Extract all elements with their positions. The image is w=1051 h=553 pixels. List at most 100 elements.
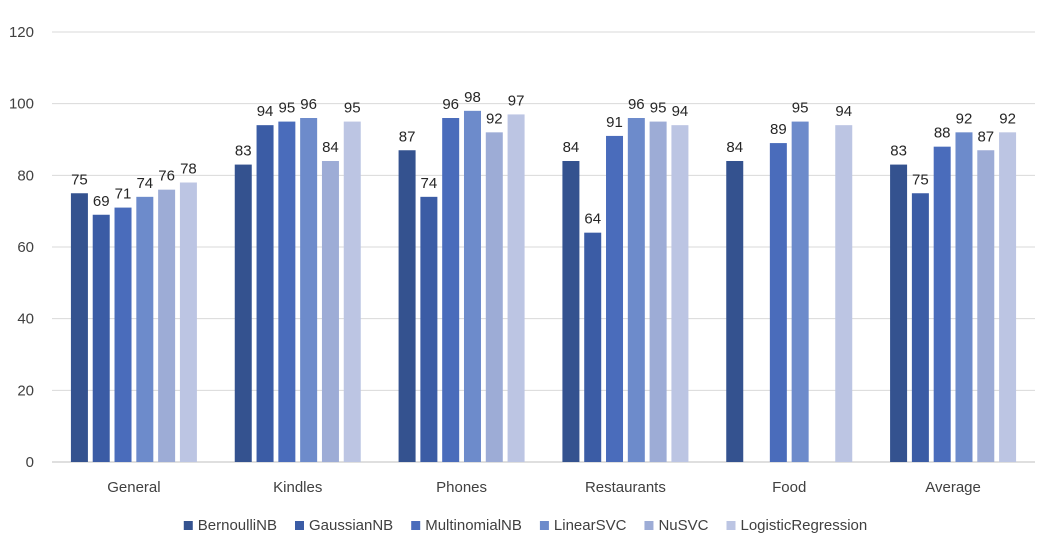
data-label: 95 — [344, 100, 361, 117]
legend-item: NuSVC — [644, 517, 709, 534]
legend-swatch — [411, 521, 421, 530]
data-label: 88 — [934, 125, 951, 142]
bar-multinomialnb-restaurants — [606, 135, 624, 462]
bar-logisticregression-average — [999, 132, 1017, 463]
x-tick-label: Food — [772, 479, 806, 496]
bar-logisticregression-kindles — [343, 121, 361, 462]
legend-label: GaussianNB — [309, 517, 393, 534]
legend-label: MultinomialNB — [425, 517, 522, 534]
x-tick-label: Restaurants — [585, 479, 666, 496]
legend-label: LogisticRegression — [740, 517, 867, 534]
bar-linearsvc-phones — [463, 110, 481, 462]
legend-swatch — [539, 521, 549, 530]
bar-nusvc-phones — [485, 132, 503, 463]
bar-gaussiannb-phones — [420, 196, 438, 463]
bar-linearsvc-general — [136, 196, 154, 463]
y-axis-tick-labels: 0 20 40 60 80 100 120 — [9, 24, 34, 471]
bar-linearsvc-average — [955, 132, 973, 463]
bar-multinomialnb-food — [769, 143, 787, 463]
bar-nusvc-average — [977, 150, 995, 462]
legend-item: GaussianNB — [294, 517, 393, 534]
bar-bernoullinb-phones — [398, 150, 416, 462]
legend-label: LinearSVC — [554, 517, 627, 534]
data-label: 64 — [584, 211, 601, 228]
y-tick-label: 120 — [9, 24, 34, 41]
legend-item: MultinomialNB — [411, 517, 522, 534]
y-tick-label: 40 — [17, 311, 34, 328]
bar-gaussiannb-restaurants — [584, 232, 602, 462]
data-label: 87 — [399, 128, 416, 145]
data-label: 84 — [322, 139, 339, 156]
bar-linearsvc-food — [791, 121, 809, 462]
y-tick-label: 60 — [17, 239, 34, 256]
legend-swatch — [294, 521, 304, 530]
x-tick-label: Average — [925, 479, 981, 496]
data-label: 92 — [486, 110, 503, 127]
y-tick-label: 20 — [17, 382, 34, 399]
legend-item: LinearSVC — [539, 517, 627, 534]
data-label: 95 — [650, 100, 667, 117]
bar-logisticregression-food — [835, 125, 853, 463]
bar-multinomialnb-general — [114, 207, 132, 462]
bar-gaussiannb-general — [92, 214, 110, 462]
bar-nusvc-kindles — [321, 161, 339, 462]
y-tick-label: 100 — [9, 96, 34, 113]
data-label: 84 — [563, 139, 580, 156]
data-label: 75 — [71, 171, 88, 188]
bar-bernoullinb-general — [70, 193, 88, 462]
gridlines — [52, 31, 1035, 463]
data-label: 83 — [890, 143, 907, 160]
data-label: 78 — [180, 161, 197, 178]
bar-linearsvc-kindles — [300, 118, 318, 462]
bar-gaussiannb-average — [911, 193, 929, 462]
x-tick-label: General — [107, 479, 160, 496]
data-label: 83 — [235, 143, 252, 160]
bar-bernoullinb-restaurants — [562, 161, 580, 462]
data-label: 96 — [300, 96, 317, 113]
data-label: 96 — [442, 96, 459, 113]
data-label: 92 — [956, 110, 973, 127]
data-label: 94 — [257, 103, 274, 120]
data-label: 87 — [977, 128, 994, 145]
data-label: 76 — [158, 168, 175, 185]
legend: BernoulliNB GaussianNB MultinomialNB Linear… — [183, 517, 867, 534]
bar-logisticregression-restaurants — [671, 125, 689, 463]
data-label: 94 — [835, 103, 852, 120]
data-label: 75 — [912, 171, 929, 188]
y-tick-label: 80 — [17, 167, 34, 184]
legend-label: BernoulliNB — [198, 517, 277, 534]
data-label: 74 — [421, 175, 438, 192]
bars — [70, 110, 1017, 463]
data-label: 84 — [726, 139, 743, 156]
data-label: 89 — [770, 121, 787, 138]
bar-logisticregression-general — [179, 182, 197, 462]
legend-label: NuSVC — [658, 517, 708, 534]
bar-linearsvc-restaurants — [627, 118, 645, 462]
legend-swatch — [183, 521, 193, 530]
legend-item: LogisticRegression — [726, 517, 867, 534]
bar-bernoullinb-average — [890, 164, 908, 463]
data-label: 71 — [115, 186, 132, 203]
data-label: 69 — [93, 193, 110, 210]
bar-gaussiannb-kindles — [256, 125, 274, 463]
data-label: 91 — [606, 114, 623, 131]
y-tick-label: 0 — [26, 454, 34, 471]
data-label: 96 — [628, 96, 645, 113]
bar-multinomialnb-phones — [442, 118, 460, 462]
bar-bernoullinb-kindles — [234, 164, 252, 463]
legend-item: BernoulliNB — [183, 517, 277, 534]
bar-bernoullinb-food — [726, 161, 744, 462]
bar-multinomialnb-average — [933, 146, 951, 462]
x-tick-label: Kindles — [273, 479, 322, 496]
data-label: 94 — [672, 103, 689, 120]
x-axis-tick-labels: General Kindles Phones Restaurants Food Avera… — [107, 479, 981, 496]
bar-nusvc-general — [158, 189, 176, 462]
bar-nusvc-restaurants — [649, 121, 667, 462]
data-label: 95 — [792, 100, 809, 117]
data-label: 74 — [136, 175, 153, 192]
data-label: 97 — [508, 92, 525, 109]
bar-logisticregression-phones — [507, 114, 525, 463]
legend-swatch — [726, 521, 736, 530]
data-label: 95 — [279, 100, 296, 117]
